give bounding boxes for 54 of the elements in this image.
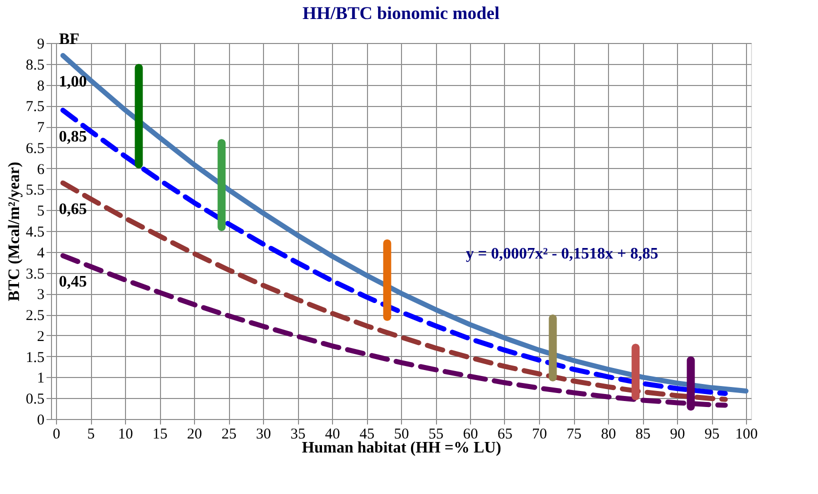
x-tick-label: 60 [463, 426, 478, 442]
x-tick-label: 70 [532, 426, 547, 442]
x-axis-title: Human habitat (HH =% LU) [302, 440, 502, 456]
y-tick-label: 7 [37, 120, 45, 136]
legend-title: BF [59, 31, 80, 48]
bar [632, 344, 640, 400]
series-label: 1,00 [58, 74, 87, 91]
bar [134, 64, 143, 168]
x-tick-label: 100 [735, 426, 758, 442]
y-tick-label: 5 [37, 204, 44, 220]
y-tick-label: 7.5 [26, 99, 44, 116]
x-tick-label: 75 [566, 426, 582, 442]
series-label: 0,85 [58, 128, 87, 146]
y-tick-label: 8 [37, 78, 44, 94]
y-tick-label: 3.5 [26, 266, 44, 282]
x-tick-label: 5 [87, 426, 95, 442]
y-tick-label: 4.5 [26, 224, 44, 240]
x-tick-label: 55 [428, 426, 444, 442]
x-tick-label: 25 [222, 426, 236, 442]
y-tick-label: 1 [37, 370, 44, 387]
bar [548, 314, 557, 382]
y-tick-label: 0.5 [26, 392, 44, 408]
y-tick-label: 2.5 [26, 308, 44, 324]
y-tick-label: 2 [37, 328, 44, 345]
y-tick-label: 0 [37, 412, 44, 428]
y-tick-label: 9 [37, 36, 44, 52]
y-tick-label: 8.5 [26, 57, 44, 74]
y-tick-label: 6 [37, 162, 45, 178]
x-tick-label: 45 [360, 426, 374, 442]
x-tick-label: 80 [601, 426, 616, 442]
x-tick-label: 40 [325, 426, 340, 442]
x-tick-label: 10 [118, 426, 133, 442]
y-axis-title: BTC (Mcal/m²/year) [6, 162, 23, 302]
x-tick-label: 0 [52, 426, 60, 442]
series-label: 0,45 [58, 274, 87, 291]
annotation: y = 0,0007x² - 0,1518x + 8,85 [466, 246, 658, 263]
chart-title: HH/BTC bionomic model [302, 3, 500, 23]
x-tick-label: 65 [498, 426, 512, 442]
x-tick-label: 20 [187, 426, 202, 442]
x-tick-label: 90 [670, 426, 685, 442]
x-tick-label: 50 [394, 426, 409, 442]
y-tick-label: 1.5 [26, 350, 44, 366]
bar [218, 139, 226, 231]
x-tick-label: 35 [290, 426, 306, 442]
y-tick-label: 5.5 [26, 182, 44, 199]
y-tick-label: 4 [37, 245, 45, 262]
series-label: 0,65 [58, 200, 87, 218]
bar [383, 239, 392, 321]
x-tick-label: 85 [636, 426, 650, 442]
x-tick-label: 30 [256, 426, 271, 442]
y-tick-label: 6.5 [26, 140, 44, 157]
x-tick-label: 95 [704, 426, 720, 442]
x-tick-label: 15 [152, 426, 168, 442]
y-tick-label: 3 [37, 287, 44, 304]
